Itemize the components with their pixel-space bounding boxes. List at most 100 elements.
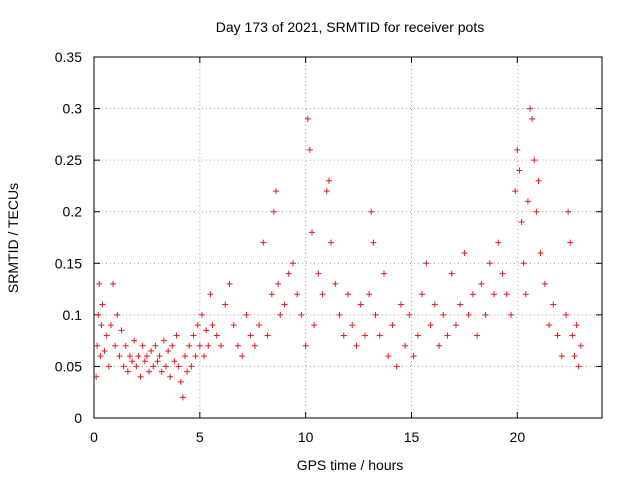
data-point [120, 363, 127, 370]
data-point [541, 280, 548, 287]
data-point [349, 322, 356, 329]
data-point [414, 332, 421, 339]
data-point [188, 363, 195, 370]
data-point [575, 363, 582, 370]
chart-title: Day 173 of 2021, SRMTID for receiver pot… [216, 19, 484, 35]
data-point [448, 270, 455, 277]
data-point [535, 177, 542, 184]
data-point [275, 280, 282, 287]
y-tick-label: 0.05 [55, 358, 82, 374]
data-point [196, 342, 203, 349]
data-point [372, 311, 379, 318]
data-point [328, 239, 335, 246]
data-point [273, 188, 280, 195]
axis-ticks: 0 0.05 0.1 0.15 0.2 0.25 0.3 0.35 0 5 10 15 20 [55, 49, 602, 445]
data-point [461, 249, 468, 256]
data-point [226, 280, 233, 287]
data-point [514, 146, 521, 153]
data-point [469, 291, 476, 298]
data-point [340, 332, 347, 339]
data-point [247, 332, 254, 339]
data-point [573, 322, 580, 329]
data-point [512, 188, 519, 195]
y-tick-label: 0 [74, 410, 82, 426]
x-tick-label: 0 [90, 429, 98, 445]
data-point [533, 208, 540, 215]
data-point [423, 260, 430, 267]
data-point [380, 270, 387, 277]
data-point [173, 332, 180, 339]
data-point [141, 358, 148, 365]
data-point [376, 332, 383, 339]
data-point [516, 167, 523, 174]
data-point [436, 342, 443, 349]
data-point [357, 301, 364, 308]
data-point [577, 342, 584, 349]
data-point [218, 342, 224, 349]
data-point [474, 332, 481, 339]
data-point [150, 363, 157, 370]
y-axis-label: SRMTID / TECUs [5, 183, 21, 293]
grid [94, 57, 602, 418]
data-point [94, 342, 101, 349]
data-point [452, 322, 459, 329]
data-point [385, 353, 392, 360]
data-point [169, 342, 176, 349]
data-point [427, 322, 434, 329]
data-point [325, 177, 332, 184]
y-tick-label: 0.35 [55, 49, 82, 65]
data-point [133, 363, 140, 370]
data-point [165, 347, 172, 354]
data-point [361, 332, 368, 339]
data-point [571, 353, 578, 360]
data-point [103, 332, 110, 339]
data-point [116, 353, 123, 360]
data-point [234, 342, 241, 349]
data-point [124, 368, 131, 375]
data-point [179, 394, 186, 401]
data-point [370, 239, 377, 246]
data-point [143, 353, 150, 360]
data-point [260, 239, 267, 246]
data-point [302, 342, 309, 349]
data-point [126, 353, 133, 360]
data-point [507, 311, 514, 318]
data-point [315, 270, 322, 277]
data-point [550, 301, 557, 308]
data-point [431, 301, 438, 308]
data-point [323, 188, 330, 195]
data-point [393, 363, 400, 370]
data-point [491, 291, 498, 298]
data-point [251, 342, 258, 349]
data-point [281, 301, 288, 308]
data-point [353, 342, 360, 349]
data-point [152, 342, 159, 349]
data-point [148, 347, 155, 354]
data-point [531, 157, 538, 164]
data-point [520, 260, 527, 267]
data-point [105, 363, 112, 370]
data-point [522, 291, 529, 298]
data-point [97, 353, 104, 360]
data-point [98, 322, 105, 329]
data-point [114, 311, 121, 318]
data-point [96, 280, 103, 287]
data-point [268, 291, 275, 298]
data-point [306, 146, 313, 153]
data-point [558, 353, 565, 360]
data-point [230, 322, 237, 329]
data-point [567, 239, 574, 246]
data-point [311, 322, 318, 329]
data-point [285, 270, 292, 277]
data-point [177, 378, 184, 385]
data-point [135, 353, 142, 360]
y-tick-label: 0.25 [55, 152, 82, 168]
data-point [131, 337, 138, 344]
data-point [95, 311, 102, 318]
x-tick-label: 15 [404, 429, 420, 445]
data-point [201, 353, 208, 360]
data-point [198, 311, 205, 318]
data-point [410, 353, 417, 360]
data-point [294, 291, 301, 298]
